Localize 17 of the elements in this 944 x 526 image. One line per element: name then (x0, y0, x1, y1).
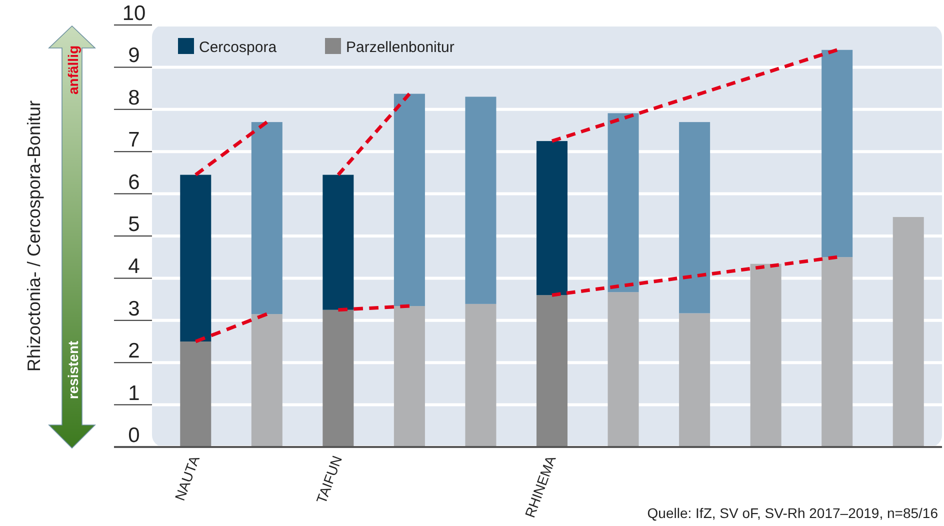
text: anfällig (65, 45, 81, 95)
y-tick-label: 2 (128, 340, 140, 363)
source-note: Quelle: IfZ, SV oF, SV-Rh 2017–2019, n=85/16 (647, 505, 938, 521)
y-tick-label: 6 (128, 170, 140, 194)
y-tick-label: 10 (122, 2, 146, 25)
y-tick-label: 8 (128, 86, 140, 110)
y-tick-label: 7 (128, 128, 140, 152)
y-tick-label: 3 (128, 297, 140, 320)
y-tick-label: 9 (128, 44, 140, 68)
legend-label: Cercospora (199, 39, 278, 56)
y-axis-title: Rhizoctonia- / Cercospora-Bonitur (24, 100, 44, 372)
y-tick-label: 4 (128, 255, 140, 278)
legend-label: Parzellenbonitur (346, 39, 454, 56)
y-tick-label: 1 (128, 382, 140, 405)
text: resistent (65, 340, 81, 400)
y-tick-label: 5 (128, 213, 140, 236)
y-tick-label: 0 (128, 424, 140, 447)
